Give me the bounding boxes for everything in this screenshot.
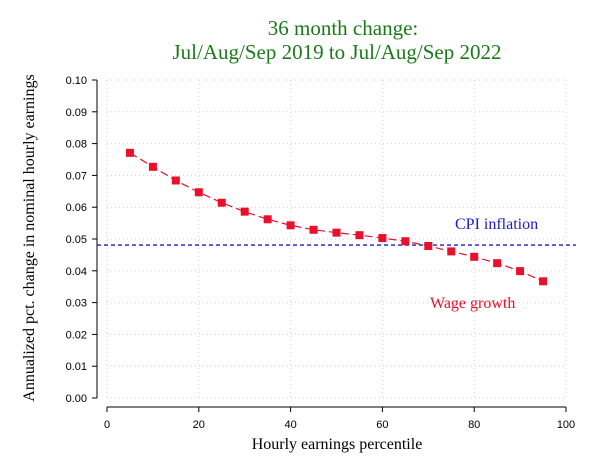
- wage-growth-point: [217, 198, 226, 207]
- x-tick-label: 60: [376, 419, 388, 431]
- cpi-inflation-label: CPI inflation: [455, 216, 538, 233]
- grid-lines: [106, 79, 567, 399]
- y-tick-label: 0.10: [66, 75, 87, 87]
- wage-growth-point: [194, 188, 203, 197]
- y-tick-label: 0.00: [66, 393, 87, 405]
- wage-growth-point: [539, 277, 548, 286]
- wage-growth-point: [516, 267, 525, 276]
- wage-growth-point: [309, 225, 318, 234]
- wage-growth-point: [332, 228, 341, 237]
- wage-growth-point: [171, 176, 180, 185]
- wage-growth-point: [125, 148, 134, 157]
- y-tick-label: 0.08: [66, 139, 87, 151]
- wage-growth-point: [470, 252, 479, 261]
- x-tick-label: 80: [468, 419, 480, 431]
- y-axis-label: Annualized pct. change in nominal hourly…: [21, 74, 38, 401]
- y-tick-label: 0.03: [66, 298, 87, 310]
- wage-growth-point: [447, 247, 456, 256]
- y-tick-label: 0.02: [66, 329, 87, 341]
- wage-growth-point: [401, 237, 410, 246]
- y-tick-label: 0.04: [66, 266, 87, 278]
- x-tick-label: 0: [104, 419, 110, 431]
- x-tick-label: 20: [193, 419, 205, 431]
- x-tick-label: 100: [557, 419, 575, 431]
- y-tick-label: 0.01: [66, 361, 87, 373]
- chart-title-line1: 36 month change:: [268, 16, 418, 40]
- y-tick-label: 0.05: [66, 234, 87, 246]
- wage-growth-point: [493, 259, 502, 268]
- wage-growth-point: [355, 231, 364, 240]
- x-tick-label: 40: [284, 419, 296, 431]
- y-tick-label: 0.09: [66, 107, 87, 119]
- y-tick-label: 0.07: [66, 170, 87, 182]
- wage-growth-point: [148, 162, 157, 171]
- x-axis-label: Hourly earnings percentile: [252, 436, 423, 453]
- wage-growth-point: [263, 215, 272, 224]
- chart-title-line2: Jul/Aug/Sep 2019 to Jul/Aug/Sep 2022: [172, 40, 501, 64]
- wage-growth-point: [378, 234, 387, 243]
- wage-growth-point: [240, 207, 249, 216]
- axes: 0.00 0.01 0.02 0.03 0.04 0.05 0.06 0.07 0.08 0.09…: [66, 75, 576, 431]
- data-series: [125, 148, 548, 286]
- y-tick-label: 0.06: [66, 202, 87, 214]
- wage-growth-label: Wage growth: [430, 295, 515, 312]
- wage-growth-point: [424, 241, 433, 250]
- wage-growth-point: [286, 221, 295, 230]
